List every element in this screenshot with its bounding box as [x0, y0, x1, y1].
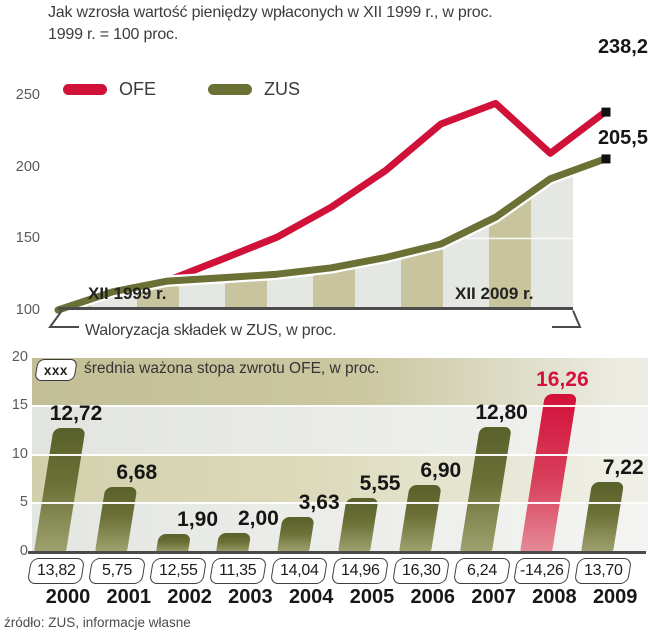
- bar-ytick-5: 5: [19, 494, 28, 510]
- ofe-box-2004: 14,04: [270, 558, 329, 584]
- ofe-box-value-2008: -14,26: [520, 562, 565, 579]
- x-axis-end-label: XII 2009 r.: [455, 284, 534, 303]
- bar-chart-x-axis-line: [28, 551, 646, 554]
- line-chart-subtitle: 1999 r. = 100 proc.: [48, 26, 179, 43]
- bar-value-2008: 16,26: [536, 367, 589, 391]
- ofe-box-2000: 13,82: [26, 558, 86, 584]
- year-label-2005: 2005: [349, 586, 395, 608]
- ofe-box-value-2005: 14,96: [340, 562, 380, 579]
- line-chart-title: Jak wzrosła wartość pieniędzy wpłaconych…: [48, 4, 493, 21]
- bar-value-2001: 6,68: [116, 460, 158, 484]
- year-label-2001: 2001: [106, 586, 152, 608]
- start-bracket: [48, 309, 79, 328]
- ofe-box-value-2007: 6,24: [466, 562, 497, 579]
- ofe-box-2001: 5,75: [87, 558, 146, 584]
- year-label-2006: 2006: [410, 586, 456, 608]
- ofe-box-value-2002: 12,55: [158, 562, 197, 579]
- ofe-end-value: 238,2: [597, 36, 648, 58]
- bar-value-2004: 3,63: [298, 490, 340, 514]
- ofe-box-2003: 11,35: [209, 558, 268, 584]
- ofe-legend-swatch: [63, 83, 107, 95]
- bar-gridline-10: [32, 454, 648, 456]
- ofe-box-value-2009: 13,70: [583, 562, 623, 579]
- year-label-2004: 2004: [288, 586, 334, 608]
- zus-end-value: 205,5: [597, 127, 648, 149]
- bar-ytick-20: 20: [11, 349, 28, 365]
- year-label-2002: 2002: [167, 586, 212, 608]
- source-note: źródło: ZUS, informacje własne: [4, 615, 191, 630]
- zus-legend-swatch: [208, 83, 253, 95]
- line-ytick-150: 150: [15, 230, 40, 246]
- zus-area-fill: [58, 170, 573, 310]
- x-axis-start-label: XII 1999 r.: [88, 284, 167, 303]
- year-label-2009: 2009: [592, 586, 638, 608]
- bar-value-2000: 12,72: [49, 402, 103, 426]
- year-label-2000: 2000: [45, 586, 91, 608]
- year-label-2007: 2007: [471, 586, 516, 608]
- year-label-2008: 2008: [532, 586, 577, 608]
- ofe-box-value-2003: 11,35: [219, 562, 258, 579]
- ofe-box-2002: 12,55: [148, 558, 207, 584]
- line-chart-canvas: [48, 97, 611, 328]
- bar-2003: [216, 532, 252, 552]
- bar-value-2009: 7,22: [602, 455, 644, 479]
- ofe-box-2005: 14,96: [330, 558, 390, 584]
- line-ytick-250: 250: [15, 87, 40, 103]
- year-label-2003: 2003: [228, 586, 273, 608]
- bar-gridline-5: [32, 502, 648, 504]
- ofe-box-value-2006: 16,30: [401, 562, 441, 579]
- zus-end-marker: [601, 154, 611, 164]
- ofe-return-legend-box-label: xxx: [43, 362, 69, 378]
- ofe-end-marker: [601, 107, 611, 117]
- zus-legend-label: ZUS: [264, 78, 301, 99]
- bar-value-2007: 12,80: [475, 401, 528, 425]
- ofe-box-value-2001: 5,75: [101, 562, 132, 579]
- bar-gridline-15: [32, 405, 648, 407]
- end-bracket: [552, 310, 582, 328]
- bar-value-2003: 2,00: [237, 506, 279, 530]
- ofe-box-2007: 6,24: [452, 558, 511, 584]
- ofe-box-2008: -14,26: [513, 558, 572, 584]
- ofe-box-value-2004: 14,04: [279, 562, 319, 579]
- bar-ytick-10: 10: [11, 446, 28, 462]
- ofe-return-legend-box: xxx: [34, 359, 78, 381]
- bar-ytick-0: 0: [19, 543, 28, 559]
- ofe-box-2009: 13,70: [574, 558, 633, 584]
- zus-line: [54, 155, 609, 314]
- bar-chart-legend-text: średnia ważona stopa zwrotu OFE, w proc.: [84, 360, 380, 377]
- ofe-box-value-2000: 13,82: [36, 562, 76, 579]
- line-ytick-200: 200: [15, 159, 40, 175]
- ofe-legend-label: OFE: [119, 78, 157, 99]
- ofe-box-2006: 16,30: [391, 558, 450, 584]
- bar-ytick-15: 15: [11, 397, 28, 413]
- bar-value-2006: 6,90: [420, 458, 462, 482]
- bar-value-2005: 5,55: [359, 471, 401, 495]
- line-ytick-100: 100: [15, 302, 40, 318]
- bar-chart-title: Waloryzacja składek w ZUS, w proc.: [85, 322, 337, 339]
- bar-2002: [155, 533, 191, 552]
- line-chart-legend: OFE ZUS: [63, 78, 301, 99]
- bar-value-2002: 1,90: [177, 507, 219, 531]
